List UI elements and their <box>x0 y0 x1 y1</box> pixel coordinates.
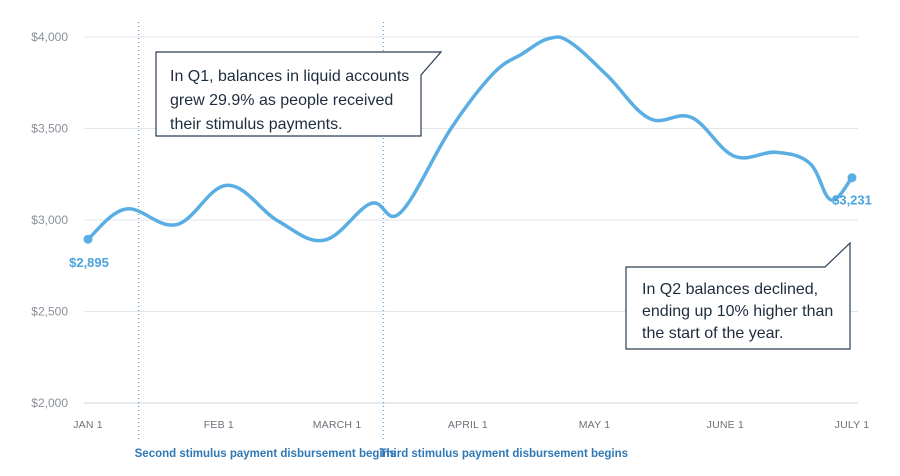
x-tick-label: JULY 1 <box>835 419 870 431</box>
q1-callout-line: In Q1, balances in liquid accounts <box>170 68 409 85</box>
y-tick-label: $3,500 <box>31 122 68 136</box>
q1-callout-line: grew 29.9% as people received <box>170 92 393 109</box>
q1-callout-line: their stimulus payments. <box>170 116 343 133</box>
q2-callout-line: ending up 10% higher than <box>642 303 833 320</box>
y-tick-label: $3,000 <box>31 213 68 227</box>
data-labels: $2,895 $3,231 <box>69 193 872 270</box>
x-tick-label: APRIL 1 <box>448 419 488 431</box>
x-tick-label: MAY 1 <box>579 419 611 431</box>
y-tick-label: $2,000 <box>31 396 68 410</box>
y-tick-label: $2,500 <box>31 305 68 319</box>
stimulus-marker-label: Third stimulus payment disbursement begi… <box>379 448 628 460</box>
start-value-label: $2,895 <box>69 255 109 270</box>
callouts: In Q1, balances in liquid accounts grew 2… <box>155 51 851 350</box>
q2-callout-line: In Q2 balances declined, <box>642 281 818 298</box>
end-point <box>847 173 857 183</box>
stimulus-marker-label: Second stimulus payment disbursement beg… <box>135 448 396 460</box>
end-value-label: $3,231 <box>832 193 872 208</box>
series-layer <box>83 35 857 244</box>
x-tick-label: JAN 1 <box>73 419 103 431</box>
x-tick-label: JUNE 1 <box>707 419 744 431</box>
y-axis-ticks: $2,000 $2,500 $3,000 $3,500 $4,000 <box>31 30 68 410</box>
stimulus-markers: Second stimulus payment disbursement beg… <box>135 22 628 460</box>
x-tick-label: FEB 1 <box>204 419 234 431</box>
q1-callout-box <box>155 51 443 137</box>
q2-callout-line: the start of the year. <box>642 325 783 342</box>
q2-callout-box <box>625 241 851 350</box>
x-tick-label: MARCH 1 <box>313 419 362 431</box>
start-point <box>83 234 93 244</box>
x-axis-ticks: JAN 1 FEB 1 MARCH 1 APRIL 1 MAY 1 JUNE 1 JULY … <box>73 419 869 431</box>
balance-series-line <box>86 35 854 243</box>
y-tick-label: $4,000 <box>31 30 68 44</box>
